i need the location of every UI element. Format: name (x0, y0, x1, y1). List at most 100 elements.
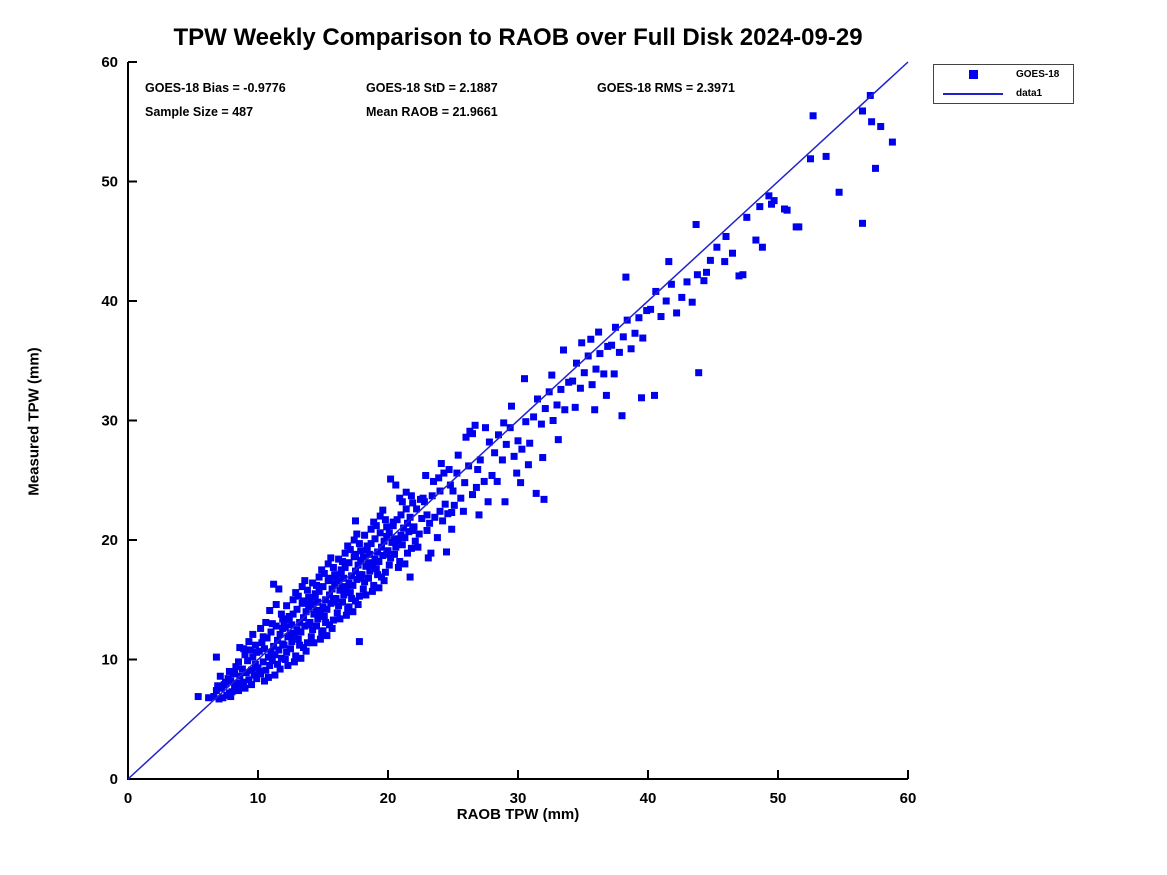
data-point (484, 498, 492, 506)
data-point (385, 561, 393, 569)
data-point (323, 632, 331, 640)
data-point (588, 381, 596, 389)
data-point (508, 402, 515, 410)
y-tick-label: 30 (101, 413, 118, 430)
data-point (248, 681, 255, 689)
data-point (342, 611, 350, 619)
data-point (448, 509, 456, 517)
data-point (400, 524, 408, 532)
data-point (569, 377, 577, 385)
data-point (401, 560, 409, 568)
data-point (413, 505, 421, 513)
square-marker-icon (968, 70, 978, 79)
data-point (361, 531, 369, 539)
data-point (303, 639, 311, 647)
data-point (290, 632, 298, 640)
data-point (385, 529, 393, 537)
data-point (313, 622, 320, 630)
data-point (214, 682, 222, 690)
data-point (414, 543, 422, 551)
data-point (518, 445, 526, 453)
data-point (379, 552, 387, 560)
data-point (354, 561, 362, 569)
data-point (392, 543, 400, 551)
data-point (532, 489, 540, 497)
data-point (502, 440, 510, 448)
data-point (322, 596, 330, 604)
data-point (433, 534, 441, 542)
data-point (602, 391, 610, 399)
data-point (541, 405, 549, 413)
data-point (361, 578, 369, 586)
data-point (292, 652, 300, 660)
data-point (289, 596, 297, 604)
stat-sample-size: Sample Size = 487 (145, 105, 254, 119)
data-point (309, 579, 317, 587)
data-point (216, 672, 224, 680)
data-point (721, 258, 729, 266)
data-point (371, 555, 379, 563)
data-point (439, 517, 447, 525)
data-point (326, 574, 333, 582)
data-point (310, 610, 318, 618)
data-point (244, 657, 252, 665)
data-point (383, 523, 391, 531)
data-point (392, 481, 400, 489)
data-point (306, 597, 314, 605)
data-point (266, 661, 274, 669)
data-point (316, 609, 324, 617)
data-point (389, 522, 397, 530)
data-point (431, 513, 439, 521)
data-point (311, 590, 319, 598)
data-point (387, 475, 395, 483)
data-point (366, 567, 374, 575)
y-tick-label: 0 (110, 771, 118, 788)
data-point (232, 663, 240, 671)
data-point (297, 654, 305, 662)
data-point (462, 433, 470, 441)
data-point (627, 345, 635, 353)
data-point (423, 526, 431, 534)
data-point (212, 687, 220, 695)
data-point (261, 645, 268, 653)
data-point (283, 648, 291, 656)
data-point (530, 413, 538, 421)
data-point (259, 658, 267, 666)
data-point (313, 581, 320, 589)
data-point (279, 615, 287, 623)
legend-entry-data1: data1 (934, 84, 1073, 103)
data-point (324, 560, 332, 568)
data-point (274, 636, 281, 644)
data-point (389, 518, 397, 526)
data-point (345, 603, 353, 611)
data-point (437, 460, 445, 468)
data-point (651, 391, 658, 399)
data-point (327, 554, 335, 562)
data-point (344, 542, 352, 550)
data-point (381, 568, 389, 576)
data-point (301, 622, 309, 630)
data-point (580, 369, 588, 377)
data-point (319, 583, 327, 591)
data-point (376, 529, 384, 537)
data-point (667, 280, 675, 288)
x-tick-label: 10 (250, 790, 267, 807)
data-point (306, 618, 314, 626)
data-point (618, 412, 626, 420)
data-point (475, 511, 483, 519)
data-point (409, 499, 417, 507)
data-point (459, 507, 467, 515)
data-point (285, 612, 293, 620)
x-axis-label: RAOB TPW (mm) (456, 806, 580, 823)
data-point (210, 693, 218, 701)
data-point (350, 536, 358, 544)
data-point (363, 546, 371, 554)
data-point (471, 421, 479, 429)
data-point (510, 452, 518, 460)
chart-title: TPW Weekly Comparison to RAOB over Full … (173, 24, 863, 51)
data-point (548, 371, 556, 379)
y-tick-label: 10 (101, 652, 118, 669)
data-point (367, 540, 375, 548)
x-tick-label: 0 (124, 790, 132, 807)
data-point (635, 314, 643, 322)
